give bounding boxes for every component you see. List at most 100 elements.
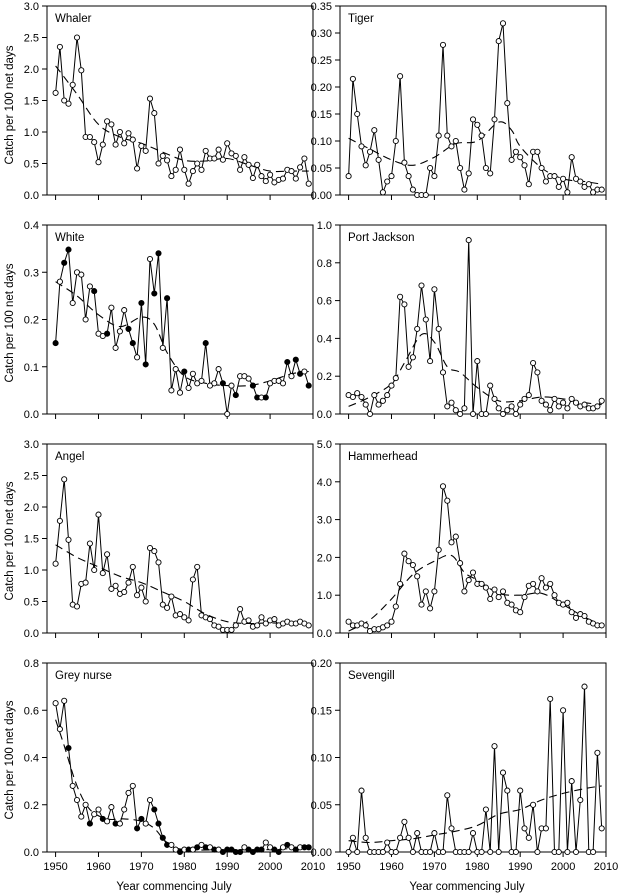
x-tick-label: 1970: [129, 861, 153, 873]
data-point-filled: [52, 340, 59, 347]
data-point: [375, 401, 382, 408]
data-point: [499, 410, 507, 418]
data-point: [99, 141, 106, 148]
data-point: [560, 399, 567, 406]
data-point: [457, 164, 464, 172]
data-point-filled: [91, 288, 98, 295]
data-point: [292, 175, 299, 182]
data-point: [397, 293, 404, 300]
data-point: [215, 146, 222, 153]
x-tick-label: 1990: [215, 861, 239, 873]
data-point: [164, 604, 171, 611]
data-point: [232, 152, 239, 159]
panel-title: Hammerhead: [348, 451, 418, 463]
data-point: [401, 159, 408, 166]
data-point: [482, 806, 489, 813]
data-point-filled: [86, 820, 93, 827]
y-tick-label: 0.0: [24, 409, 39, 421]
data-point: [572, 175, 580, 182]
data-point: [551, 395, 558, 402]
data-point: [504, 787, 511, 794]
data-point: [116, 128, 123, 136]
data-point: [108, 585, 115, 592]
data-point-filled: [142, 361, 149, 368]
data-point: [168, 387, 175, 394]
data-point: [392, 848, 399, 856]
data-point: [121, 140, 128, 147]
y-tick-label: 3.0: [24, 1, 39, 13]
data-point: [211, 380, 218, 387]
data-point: [431, 588, 438, 595]
trend-line: [55, 719, 309, 851]
data-point: [487, 848, 494, 856]
data-point: [159, 344, 166, 351]
data-point: [598, 186, 605, 193]
data-point: [198, 166, 205, 173]
trend-line: [55, 65, 309, 173]
data-point: [168, 173, 175, 180]
data-point: [73, 796, 81, 804]
data-point: [525, 181, 532, 188]
data-point: [530, 580, 537, 587]
data-point: [547, 580, 554, 587]
data-point: [164, 157, 171, 164]
data-point: [138, 142, 145, 149]
data-point: [478, 580, 485, 587]
data-point: [371, 127, 378, 134]
data-point-filled: [125, 325, 132, 332]
data-point: [427, 164, 434, 172]
data-point: [95, 159, 102, 166]
data-point: [305, 180, 312, 187]
data-point: [181, 166, 188, 173]
data-point: [151, 548, 158, 555]
data-point: [538, 575, 545, 582]
data-point: [129, 563, 136, 570]
y-tick-label: 0.6: [317, 296, 332, 308]
data-point: [551, 592, 558, 599]
data-point: [211, 155, 218, 162]
y-tick-label: 0.0: [24, 847, 39, 859]
data-point: [215, 366, 222, 373]
y-tick-label: 0.2: [24, 800, 39, 812]
x-tick-label: 1950: [336, 861, 360, 873]
data-point: [95, 511, 102, 518]
data-point-filled: [305, 382, 312, 389]
data-point: [258, 173, 265, 180]
panel-title: Sevengill: [348, 670, 395, 682]
data-point: [104, 818, 111, 825]
data-point: [358, 787, 365, 794]
y-tick-label: 0.20: [311, 82, 332, 94]
y-tick-label: 0.05: [311, 800, 332, 812]
data-point: [435, 546, 442, 553]
panel-title: Angel: [55, 451, 84, 463]
data-point: [594, 403, 601, 410]
data-point: [414, 830, 421, 837]
data-point: [108, 304, 115, 311]
data-point: [594, 749, 601, 756]
data-point: [69, 782, 76, 789]
data-point: [525, 834, 532, 841]
y-tick-label: 0.1: [24, 362, 39, 374]
data-point: [452, 533, 459, 540]
panel-title: Tiger: [348, 13, 374, 25]
data-point: [542, 178, 549, 185]
data-point: [254, 622, 261, 629]
y-tick-label: 1.5: [24, 534, 39, 546]
data-point: [224, 410, 231, 418]
data-point: [189, 370, 196, 377]
data-point: [581, 683, 588, 690]
data-point: [547, 695, 554, 702]
data-point: [305, 622, 312, 629]
data-point-filled: [219, 380, 226, 387]
data-point: [112, 141, 119, 148]
data-point: [73, 603, 81, 610]
y-tick-label: 0.8: [317, 258, 332, 270]
data-point: [375, 156, 382, 163]
data-point: [521, 162, 528, 169]
data-point: [224, 140, 231, 147]
y-tick-label: 0.6: [24, 705, 39, 717]
data-point: [409, 561, 416, 569]
data-point: [405, 558, 412, 565]
plot-frame: [46, 443, 314, 634]
data-point-filled: [284, 358, 291, 366]
